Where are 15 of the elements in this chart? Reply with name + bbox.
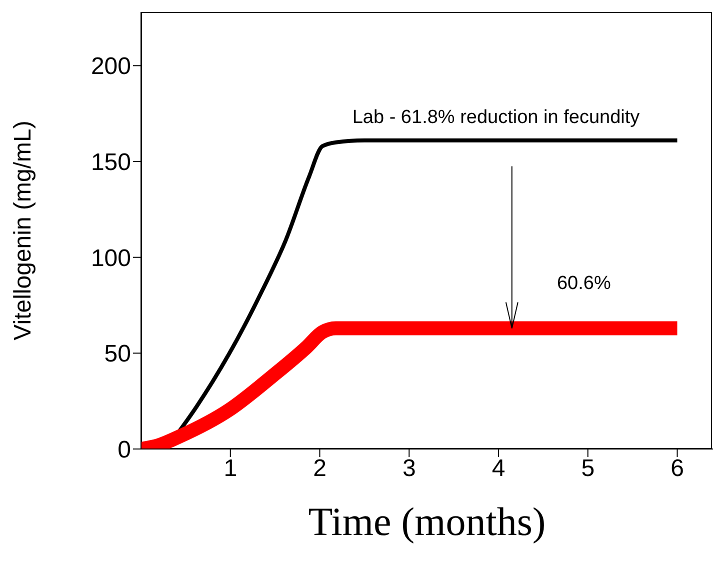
y-tick-label: 150: [90, 149, 131, 176]
annotation: 60.6%: [556, 272, 611, 294]
annotation: Lab - 61.8% reduction in fecundity: [352, 107, 640, 129]
x-tick-label: 2: [313, 455, 326, 482]
x-tick-label: 3: [402, 455, 416, 482]
y-tick-label: 0: [118, 436, 131, 464]
x-tick-label: 1: [224, 455, 238, 482]
y-tick-label: 100: [90, 244, 131, 272]
x-tick-label: 5: [581, 455, 595, 482]
y-axis-title: Vitellogenin (mg/mL): [10, 120, 37, 340]
x-tick-label: 4: [492, 455, 506, 482]
x-tick-label: 6: [670, 455, 684, 482]
y-tick-label: 50: [104, 340, 131, 368]
y-tick-label: 200: [90, 53, 131, 80]
x-axis-title: Time (months): [308, 499, 546, 544]
